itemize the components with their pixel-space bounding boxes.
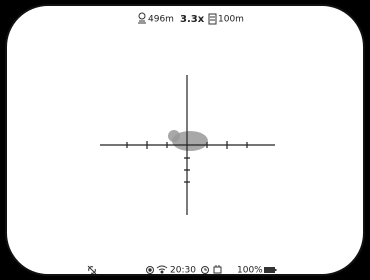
distance: 496m (148, 15, 174, 25)
battery-icon (264, 267, 277, 273)
top-bar: 496m 3.3x 100m (138, 13, 244, 25)
thermal-target-head (168, 130, 180, 142)
battery: 100% (237, 266, 263, 276)
scope-screen: 496m 3.3x 100m 20:30 100% (0, 0, 370, 280)
time: 20:30 (170, 266, 196, 276)
range: 100m (218, 15, 244, 25)
zoom: 3.3x (180, 14, 205, 25)
